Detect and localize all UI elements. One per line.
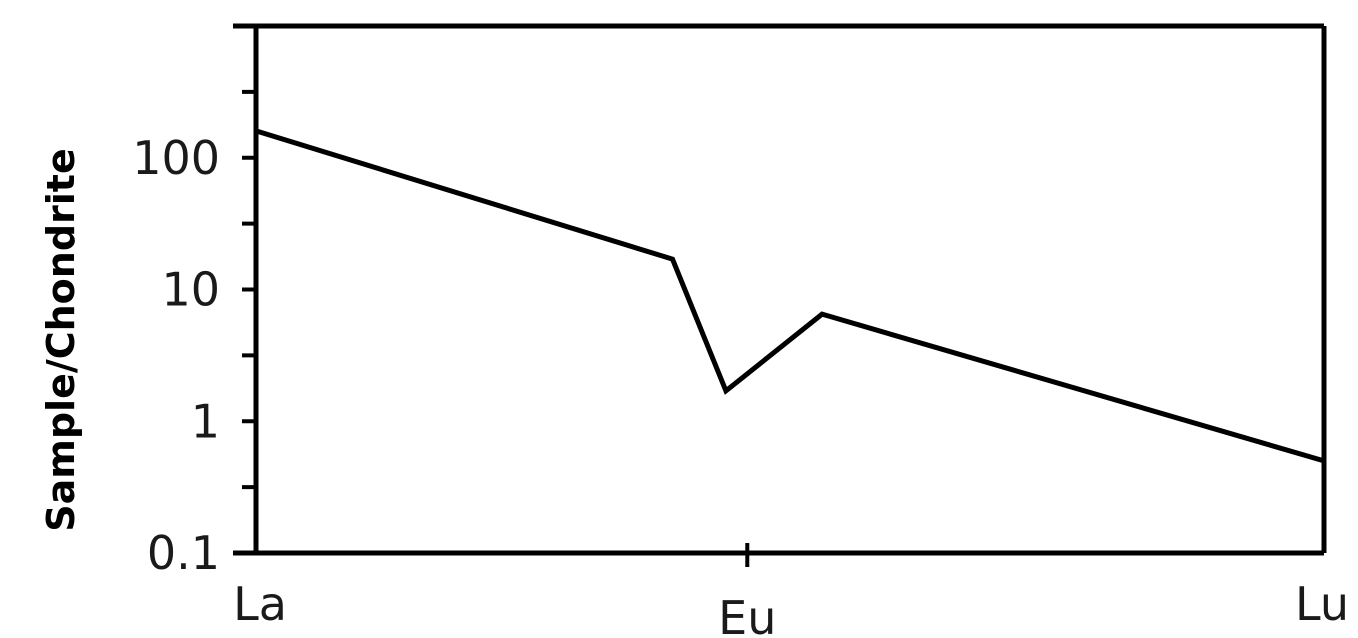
- y-tick-label: 100: [132, 131, 220, 185]
- x-ticks: La Eu Lu: [233, 543, 1349, 638]
- x-tick-label: Eu: [718, 591, 776, 638]
- series-layer: [255, 128, 1325, 464]
- ree-pattern-line: [255, 128, 1325, 464]
- y-tick-label: 0.1: [147, 526, 220, 580]
- y-axis-label: Sample/Chondrite: [39, 148, 83, 532]
- y-tick-label: 10: [161, 263, 220, 317]
- y-tick-label: 1: [191, 394, 220, 448]
- x-tick-label: La: [233, 577, 287, 631]
- x-tick-label: Lu: [1295, 577, 1349, 631]
- y-ticks: 0.1 1 10 100: [132, 89, 256, 580]
- plot-frame: [233, 23, 1327, 556]
